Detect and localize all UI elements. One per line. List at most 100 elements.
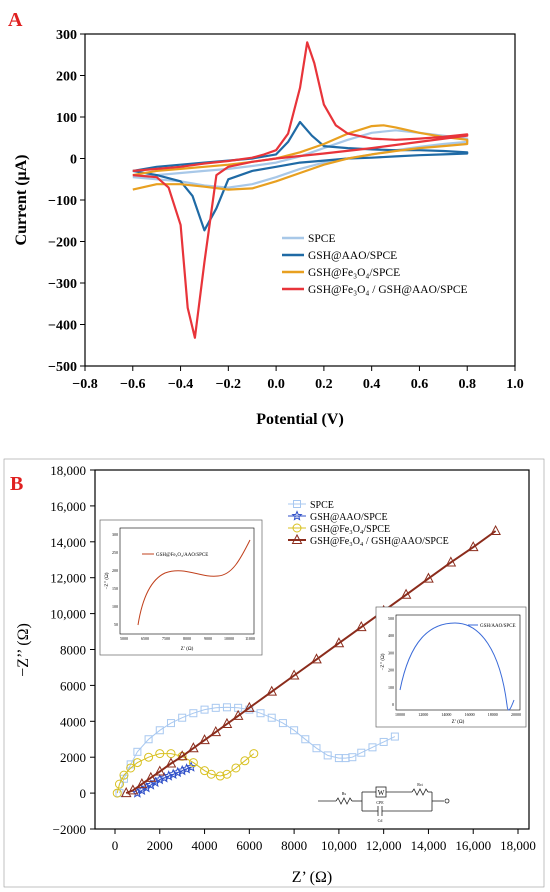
panel-b-point-2: [188, 758, 198, 768]
panel-b-point-0: [166, 719, 175, 728]
inset-right-ylabel: −Z’’ (Ω): [381, 653, 386, 670]
panel-b-point-2: [132, 758, 142, 768]
panel-b-point-0: [357, 748, 366, 757]
panel-a-y-tick-label: 300: [56, 28, 77, 43]
panel-a-x-axis-label: Potential (V): [256, 411, 344, 428]
panel-b-x-tick-label: 16,000: [455, 838, 491, 853]
panel-b-point-0: [348, 753, 357, 762]
circuit-label-cd: Cd: [378, 818, 383, 823]
panel-b-point-1: [145, 779, 157, 790]
panel-a-legend-label: GSH@AAO/SPCE: [308, 250, 397, 262]
panel-b-point-2: [112, 788, 122, 798]
inset-tick-label: 150: [112, 586, 118, 591]
panel-b-point-2: [231, 763, 241, 773]
inset-tick-label: 300: [388, 650, 394, 655]
inset-right-plot: [395, 614, 521, 711]
panel-a-series-line-1: [132, 120, 469, 232]
panel-a-chart: A −0.8 −0.6 −0.4 −0.2 0.0 0.2 0.4 0.6 0.8 1.0 −50…: [8, 9, 524, 428]
panel-b-point-2: [249, 749, 259, 759]
inset-left-legend: GSH@Fe₃O₄/AAO/SPCE: [156, 553, 208, 558]
panel-b-point-2: [155, 749, 165, 759]
panel-b-x-tick-label: 14,000: [411, 838, 447, 853]
panel-b-point-3: [210, 726, 222, 737]
inset-tick-label: 5000: [120, 636, 128, 641]
panel-b-x-tick-label: 4000: [192, 838, 218, 853]
panel-b-x-tick-label: 2000: [147, 838, 173, 853]
panel-b-point-3: [136, 778, 148, 789]
panel-a-series-line-3: [132, 41, 469, 339]
panel-b-series-line-3: [125, 530, 497, 795]
panel-b-point-0: [256, 709, 265, 718]
panel-b-point-0: [222, 703, 231, 712]
panel-b-x-tick-label: 6000: [236, 838, 262, 853]
panel-b-point-3: [445, 556, 457, 567]
panel-b-inset-right: GSH/AAO/SPCE Z’ (Ω) −Z’’ (Ω) 10000 12000 1…: [375, 606, 527, 728]
inset-tick-label: 200: [112, 568, 118, 573]
panel-a-legend-label: GSH@Fe₃O₄/SPCE: [308, 267, 400, 279]
panel-b-point-0: [278, 719, 287, 728]
panel-b-point-2: [114, 779, 124, 789]
inset-right-legend: GSH/AAO/SPCE: [480, 624, 516, 629]
panel-b-series: [112, 524, 501, 798]
panel-b-y-tick-label: 14,000: [50, 535, 86, 550]
panel-b-legend-label: GSH@AAO/SPCE: [310, 512, 388, 523]
panel-b-y-tick-label: 12,000: [50, 571, 86, 586]
panel-b-point-1: [136, 784, 148, 796]
panel-b-point-3: [221, 717, 233, 728]
panel-a-x-tick-label: −0.6: [120, 377, 145, 392]
panel-b-point-3: [490, 524, 501, 536]
inset-left-ylabel: −Z’’ (Ω): [105, 572, 110, 589]
panel-a-y-tick-label: −200: [48, 236, 77, 251]
panel-b-point-1: [131, 787, 143, 798]
panel-b-point-0: [267, 713, 276, 722]
panel-b-point-1: [172, 766, 184, 778]
inset-tick-label: 250: [112, 550, 118, 555]
inset-tick-label: 14000: [441, 712, 451, 717]
panel-b-y-tick-label: 0: [80, 786, 87, 801]
panel-b-y-tick-label: 10,000: [50, 607, 86, 622]
inset-left-xlabel: Z’ (Ω): [181, 647, 194, 652]
inset-tick-label: 200: [388, 668, 394, 673]
panel-a-x-ticks: −0.8 −0.6 −0.4 −0.2 0.0 0.2 0.4 0.6 0.8 1.0: [72, 366, 524, 392]
panel-b-x-tick-label: 10,000: [321, 838, 357, 853]
panel-b-point-0: [178, 713, 187, 722]
inset-tick-label: 8000: [183, 636, 191, 641]
panel-b-outer-frame: [3, 458, 545, 888]
panel-b-point-0: [368, 743, 377, 752]
panel-a-x-tick-label: 0.2: [315, 377, 333, 392]
panel-b-legend-label: GSH@Fe₃O₄/SPCE: [310, 524, 390, 535]
panel-a-y-tick-label: −300: [48, 277, 77, 292]
inset-left-y-ticks: 50 100 150 200 250 300: [112, 532, 118, 627]
panel-b-x-tick-label: 12,000: [366, 838, 402, 853]
panel-b-point-3: [176, 750, 188, 761]
panel-b-point-1: [154, 773, 166, 785]
panel-b-y-tick-label: 4000: [60, 714, 86, 729]
panel-b-legend-marker: [291, 510, 303, 521]
panel-b-point-3: [333, 637, 345, 648]
panel-b-point-1: [181, 763, 193, 774]
panel-b-point-0: [144, 735, 153, 744]
inset-right-y-ticks: 0 100 200 300 400 500: [388, 616, 394, 707]
panel-b-point-2: [240, 756, 250, 766]
circuit-resistor-rs: [335, 797, 353, 805]
circuit-resistor-rct: [411, 788, 429, 796]
panel-a-legend: SPCE GSH@AAO/SPCE GSH@Fe₃O₄/SPCE GSH@Fe₃O₄ …: [282, 233, 468, 296]
panel-b-point-3: [355, 620, 367, 632]
panel-b-point-3: [199, 734, 210, 745]
panel-a-x-tick-label: 0.6: [411, 377, 429, 392]
panel-b-point-0: [155, 726, 164, 735]
panel-b-point-2: [144, 752, 154, 762]
inset-tick-label: 10000: [395, 712, 405, 717]
inset-tick-label: 20000: [511, 712, 521, 717]
panel-b-point-1: [158, 771, 170, 783]
panel-b-point-1: [140, 781, 152, 793]
panel-b-letter: B: [10, 473, 23, 495]
panel-b-point-1: [185, 761, 197, 772]
panel-b-y-tick-label: 16,000: [50, 499, 86, 514]
panel-b-legend: SPCEGSH@AAO/SPCEGSH@Fe₃O₄/SPCEGSH@Fe₃O₄ …: [288, 500, 449, 547]
circuit-label-cpe: CPE: [376, 800, 384, 805]
panel-b-legend-marker: [292, 523, 302, 533]
inset-tick-label: 18000: [488, 712, 498, 717]
inset-tick-label: 50: [114, 622, 118, 627]
